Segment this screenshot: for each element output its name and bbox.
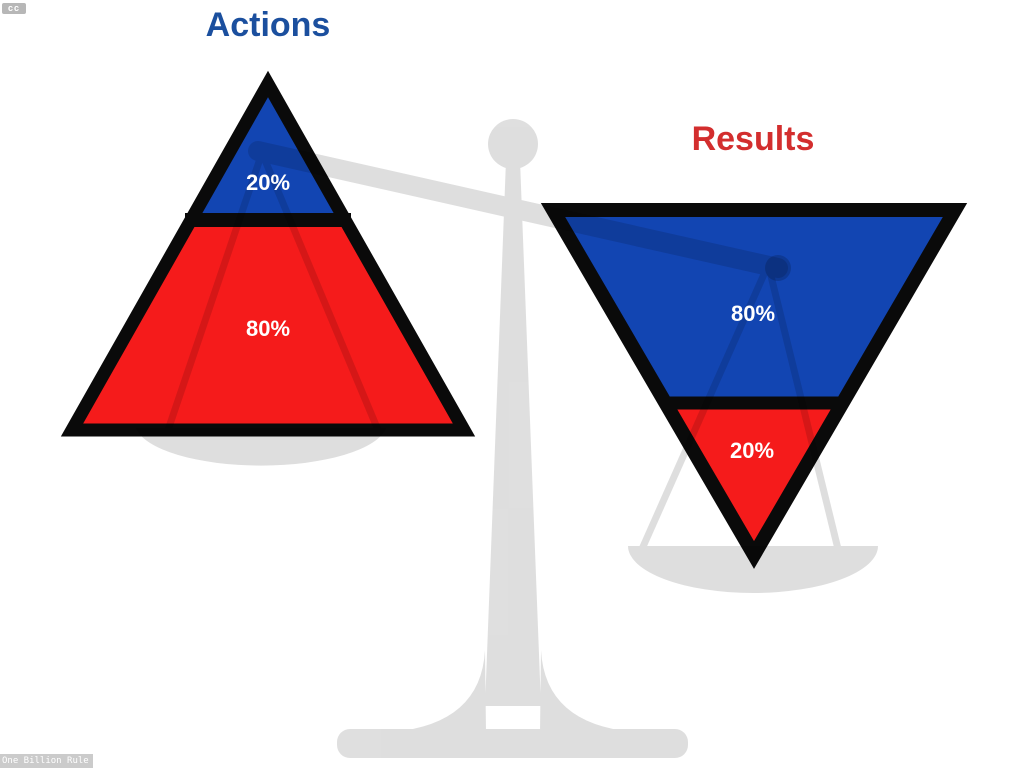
right-pyramid-top-label: 80% [731, 301, 775, 326]
scale-base-flare-left [392, 650, 486, 732]
scale-left-string-a [164, 151, 266, 432]
right-pyramid-bottom-label: 20% [730, 438, 774, 463]
left-pyramid-border [60, 70, 476, 437]
left-pyramid-bottom-label: 80% [246, 316, 290, 341]
scale-left-string-b [258, 151, 382, 432]
left-pyramid-top-label: 20% [246, 170, 290, 195]
left-pyramid-bottom-segment [72, 84, 464, 430]
scale-right-pan [628, 546, 878, 593]
left-pyramid-top-segment [190, 84, 346, 223]
actions-title: Actions [205, 6, 331, 44]
results-title: Results [691, 120, 815, 158]
scale-base [337, 729, 688, 758]
right-pyramid-border [540, 203, 968, 569]
right-pyramid-top-segment [553, 210, 955, 405]
left-pyramid [60, 70, 476, 437]
scale-beam [248, 141, 788, 278]
scale-base-flare-right [540, 650, 634, 732]
scale-left-pan [136, 428, 386, 466]
scale-right-string-b [766, 271, 842, 550]
cc-badge: cc [2, 3, 26, 14]
watermark: One Billion Rule [0, 754, 93, 768]
right-pyramid [540, 203, 968, 569]
scale-beam-end-dot [765, 255, 791, 281]
scale-pivot-ball [488, 119, 538, 169]
balance-scale [136, 119, 878, 758]
scale-right-string-a [638, 270, 769, 551]
scale-column [485, 160, 541, 706]
